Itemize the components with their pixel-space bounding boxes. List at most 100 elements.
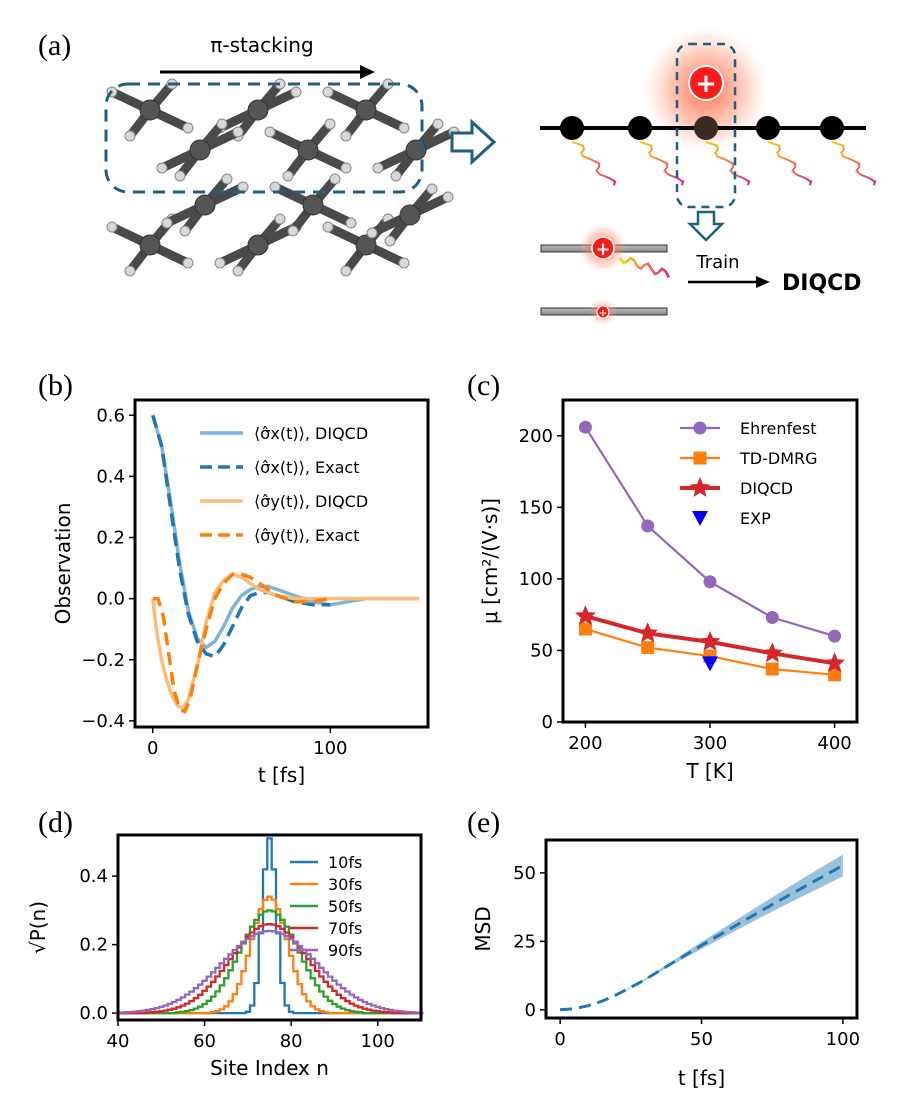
panel-c-marker-diqcd-3	[699, 630, 721, 651]
panel-b-legend-label-3: ⟨σ̂y(t)⟩, DIQCD	[254, 492, 368, 511]
panel-c-ytick-label: 200	[519, 426, 553, 447]
panel-a: (a) π-stacking	[38, 28, 877, 326]
panel-b-xtick-label: 0	[147, 738, 158, 759]
carbon-atom	[355, 99, 377, 121]
panel-e-frame	[544, 838, 859, 1020]
panel-c-xtick-label: 200	[568, 733, 602, 754]
hole-charge-symbol: +	[695, 69, 717, 99]
panel-c-ylabel: μ [cm²/(V·s)]	[478, 498, 502, 624]
down-arrow-icon	[686, 210, 726, 242]
chain-site-5	[820, 116, 844, 140]
panel-c-xlabel: T [K]	[685, 759, 733, 783]
panel-c-legend-label-3: DIQCD	[740, 479, 793, 498]
panel-c-marker-td-dmrg-2	[641, 641, 655, 655]
panel-d-legend-label-1: 10fs	[328, 853, 362, 872]
hydrogen-atom	[426, 183, 438, 195]
panel-e-xtick-label: 0	[554, 1029, 565, 1050]
hydrogen-atom	[398, 257, 410, 269]
panel-d-legend-label-3: 50fs	[328, 897, 362, 916]
panel-d-series-90fs	[115, 929, 424, 1015]
hydrogen-atom	[182, 122, 194, 134]
panel-b-legend-label-4: ⟨σ̂y(t)⟩, Exact	[254, 526, 359, 545]
hydrogen-atom	[398, 122, 410, 134]
panel-d-xtick-label: 60	[193, 1031, 216, 1052]
hydrogen-atom	[106, 221, 118, 233]
chart-panel-e: (e) 0 50 100 0 25 50 t [fs] MSD	[467, 806, 860, 1090]
panel-c-xtick-label: 300	[693, 733, 727, 754]
panel-e-ylabel: MSD	[471, 906, 495, 951]
carbon-atom	[139, 99, 161, 121]
lower-charge-symbol: +	[599, 308, 607, 319]
panel-d-legend-label-5: 90fs	[328, 941, 362, 960]
panel-c-frame	[561, 398, 859, 724]
panel-c-legend-label-2: TD-DMRG	[739, 449, 818, 468]
panel-d-xtick-label: 80	[280, 1031, 303, 1052]
hydrogen-atom	[174, 170, 186, 182]
panel-d-xtick-label: 100	[361, 1031, 395, 1052]
panel-b-ylabel: Observation	[51, 503, 75, 625]
panel-e-uncertainty-band	[560, 854, 843, 1010]
panel-c-marker-diqcd-2	[637, 622, 659, 643]
carbon-atom	[355, 234, 377, 256]
hydrogen-atom	[340, 162, 352, 174]
hydrogen-atom	[287, 225, 299, 237]
stacking-highlight-box	[104, 82, 424, 194]
panel-c-ytick-label: 150	[519, 497, 553, 518]
hydrogen-atom	[156, 162, 168, 174]
upper-charge-icon	[591, 236, 615, 260]
panel-c-ytick-label: 100	[519, 569, 553, 590]
panel-e-ytick-label: 0	[525, 1000, 536, 1021]
panel-c-legend-marker-4	[692, 511, 708, 526]
hydrogen-atom	[340, 265, 352, 277]
panel-d-series-10fs	[115, 837, 424, 1015]
chain-site-4	[756, 116, 780, 140]
hydrogen-atom	[232, 265, 244, 277]
panel-d-xlabel: Site Index n	[210, 1056, 329, 1080]
panel-c-legend-label-1: Ehrenfest	[740, 419, 817, 438]
panel-c-marker-ehrenfest-1	[578, 420, 592, 434]
hydrogen-atom	[124, 130, 136, 142]
train-label: Train	[695, 252, 739, 273]
carbon-atom	[247, 234, 269, 256]
carbon-atom	[194, 194, 216, 216]
panel-d-series-30fs	[115, 895, 424, 1015]
panel-c-marker-td-dmrg-4	[765, 662, 779, 676]
chain-site-3	[694, 116, 718, 140]
panel-d-ytick-label: 0.2	[79, 935, 108, 956]
panel-b-ytick-label: 0.6	[96, 405, 125, 426]
panel-c-label: (c)	[467, 369, 500, 402]
hydrogen-atom	[221, 173, 233, 185]
panel-e-msd-line	[559, 864, 844, 1012]
lower-charge-icon	[596, 305, 610, 319]
panel-d-ytick-label: 0.0	[79, 1003, 108, 1024]
molecular-crystal-image	[106, 78, 460, 277]
panel-c-legend-label-4: EXP	[740, 509, 771, 528]
panel-c-legend-marker-2	[693, 451, 707, 465]
hydrogen-atom	[214, 257, 226, 269]
panel-b-legend-label-1: ⟨σ̂x(t)⟩, DIQCD	[254, 424, 368, 443]
panel-d-series-50fs	[115, 909, 424, 1015]
panel-c-marker-td-dmrg-5	[828, 668, 842, 682]
panel-d-legend-label-4: 70fs	[328, 919, 362, 938]
hydrogen-atom	[324, 118, 336, 130]
carbon-atom	[399, 204, 421, 226]
chain-site-2	[628, 116, 652, 140]
stacking-arrow-head	[360, 65, 375, 79]
panel-c-marker-exp-1	[702, 656, 718, 672]
panel-b-ytick-label: 0.2	[96, 528, 125, 549]
panel-d-ytick-label: 0.4	[79, 866, 108, 887]
panel-e-label: (e)	[467, 806, 500, 839]
panel-b-xtick-label: 100	[313, 738, 347, 759]
hydrogen-atom	[182, 257, 194, 269]
hydrogen-atom	[282, 170, 294, 182]
panel-b-legend-label-2: ⟨σ̂x(t)⟩, Exact	[254, 458, 359, 477]
pi-stacking-label: π-stacking	[210, 33, 313, 57]
hydrogen-atom	[124, 265, 136, 277]
panel-b-ytick-label: −0.2	[81, 650, 125, 671]
phonon-wave-3	[705, 141, 751, 186]
panel-b-ytick-label: 0.4	[96, 466, 125, 487]
hydrogen-atom	[384, 235, 396, 247]
panel-e-xtick-label: 50	[690, 1029, 713, 1050]
hydrogen-atom	[432, 118, 444, 130]
